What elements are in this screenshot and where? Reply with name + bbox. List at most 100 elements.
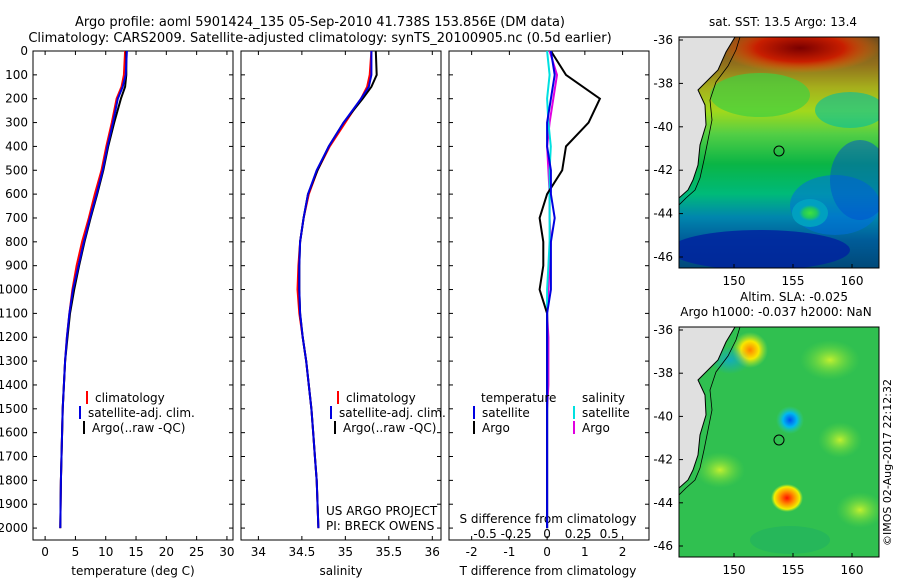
depth-tick-label: 200 bbox=[5, 92, 28, 106]
temperature-panel bbox=[32, 50, 234, 541]
series-line bbox=[298, 51, 373, 529]
depth-tick-label: 1600 bbox=[0, 426, 28, 440]
lon-tick-label: 155 bbox=[782, 274, 805, 288]
s-tick-label: 0.25 bbox=[565, 527, 592, 541]
x-tick-label: 0 bbox=[41, 545, 49, 559]
tdiff-x-axis: -2 -1 0 1 2 bbox=[466, 51, 627, 559]
sst-map-title: sat. SST: 13.5 Argo: 13.4 bbox=[709, 15, 857, 29]
depth-tick-label: 1000 bbox=[0, 283, 28, 297]
legend-argo-label: Argo(..raw -QC) bbox=[343, 421, 436, 435]
x-tick-label: 20 bbox=[159, 545, 174, 559]
sst-map bbox=[679, 37, 879, 268]
depth-tick-label: 800 bbox=[5, 235, 28, 249]
lat-tick-label: -40 bbox=[653, 409, 673, 423]
depth-tick-label: 100 bbox=[5, 68, 28, 82]
s-tick-label: 0 bbox=[543, 527, 551, 541]
depth-tick-label: 400 bbox=[5, 139, 28, 153]
series-line bbox=[59, 51, 128, 529]
series-line bbox=[298, 50, 378, 529]
credit-text: ©IMOS 02-Aug-2017 22:12:32 bbox=[881, 379, 894, 546]
lon-tick-label: 155 bbox=[782, 563, 805, 577]
depth-tick-label: 600 bbox=[5, 187, 28, 201]
argo-location-marker bbox=[773, 145, 785, 157]
x-tick-label: 35.5 bbox=[375, 545, 402, 559]
series-line bbox=[296, 50, 373, 529]
legend-sal-title: salinity bbox=[582, 391, 625, 405]
sla-map bbox=[679, 327, 879, 557]
legend-clim-label: climatology bbox=[95, 391, 165, 405]
depth-tick-label: 1500 bbox=[0, 402, 28, 416]
temperature-x-axis: 0 5 10 15 20 25 30 bbox=[41, 51, 235, 559]
sla-lon-axis: 150 155 160 bbox=[723, 553, 864, 577]
difference-series bbox=[538, 50, 602, 529]
sdiff-x-axis: -0.5 -0.25 0 0.25 0.5 bbox=[473, 527, 618, 541]
sst-lon-axis: 150 155 160 bbox=[723, 264, 864, 288]
series-line bbox=[546, 50, 556, 529]
x-tick-label: -2 bbox=[466, 545, 478, 559]
argo-location-marker bbox=[773, 434, 785, 446]
sla-lat-axis: -36 -38 -40 -42 -44 -46 bbox=[653, 323, 683, 553]
series-line bbox=[59, 50, 127, 529]
depth-tick-label: 0 bbox=[20, 44, 28, 58]
s-tick-label: 0.5 bbox=[600, 527, 619, 541]
project-line2: PI: BRECK OWENS bbox=[326, 519, 434, 533]
lat-tick-label: -40 bbox=[653, 120, 673, 134]
x-tick-label: 0 bbox=[543, 545, 551, 559]
x-tick-label: 5 bbox=[72, 545, 80, 559]
lat-tick-label: -46 bbox=[653, 250, 673, 264]
sla-map-title2: Argo h1000: -0.037 h2000: NaN bbox=[680, 305, 872, 319]
depth-tick-label: 1700 bbox=[0, 450, 28, 464]
legend-temp-title: temperature bbox=[481, 391, 556, 405]
x-tick-label: -1 bbox=[503, 545, 515, 559]
x-tick-label: 34 bbox=[251, 545, 266, 559]
x-tick-label: 35 bbox=[338, 545, 353, 559]
sla-map-title1: Altim. SLA: -0.025 bbox=[740, 290, 848, 304]
lat-tick-label: -44 bbox=[653, 207, 673, 221]
lon-tick-label: 150 bbox=[723, 274, 746, 288]
depth-tick-label: 1400 bbox=[0, 378, 28, 392]
salinity-xlabel: salinity bbox=[319, 564, 362, 578]
salinity-panel bbox=[240, 50, 442, 541]
x-tick-label: 1 bbox=[581, 545, 589, 559]
difference-legend: temperature salinity satellite Argo sate… bbox=[473, 391, 630, 435]
depth-tick-label: 500 bbox=[5, 163, 28, 177]
lat-tick-label: -36 bbox=[653, 33, 673, 47]
lat-tick-label: -46 bbox=[653, 539, 673, 553]
lat-tick-label: -44 bbox=[653, 496, 673, 510]
lat-tick-label: -38 bbox=[653, 76, 673, 90]
x-tick-label: 34.5 bbox=[289, 545, 316, 559]
legend-tsat-label: satellite bbox=[482, 406, 530, 420]
x-tick-label: 10 bbox=[98, 545, 113, 559]
lat-tick-label: -38 bbox=[653, 366, 673, 380]
salinity-x-axis: 34 34.5 35 35.5 36 bbox=[251, 51, 440, 559]
series-line bbox=[59, 50, 128, 529]
legend-targo-label: Argo bbox=[482, 421, 510, 435]
lon-tick-label: 160 bbox=[841, 563, 864, 577]
s-tick-label: -0.5 bbox=[473, 527, 496, 541]
depth-tick-label: 1100 bbox=[0, 306, 28, 320]
depth-tick-label: 300 bbox=[5, 116, 28, 130]
x-tick-label: 2 bbox=[619, 545, 627, 559]
legend-sat-label: satellite-adj. clim. bbox=[88, 406, 195, 420]
x-tick-label: 30 bbox=[219, 545, 234, 559]
header-line2: Climatology: CARS2009. Satellite-adjuste… bbox=[28, 31, 611, 46]
x-tick-label: 36 bbox=[425, 545, 440, 559]
legend-sargo-label: Argo bbox=[582, 421, 610, 435]
depth-tick-label: 1900 bbox=[0, 497, 28, 511]
temperature-xlabel: temperature (deg C) bbox=[71, 564, 194, 578]
tdiff-xlabel: T difference from climatology bbox=[459, 564, 637, 578]
lat-tick-label: -42 bbox=[653, 163, 673, 177]
depth-tick-label: 1200 bbox=[0, 330, 28, 344]
legend-ssat-label: satellite bbox=[582, 406, 630, 420]
depth-axis: 0 100 200 300 400 500 600 700 800 900 1000 1100 1200… bbox=[0, 44, 649, 535]
lon-tick-label: 150 bbox=[723, 563, 746, 577]
lon-tick-label: 160 bbox=[841, 274, 864, 288]
temperature-legend: climatology satellite-adj. clim. Argo(..… bbox=[79, 391, 195, 435]
sst-lat-axis: -36 -38 -40 -42 -44 -46 bbox=[653, 33, 683, 264]
depth-tick-label: 900 bbox=[5, 259, 28, 273]
project-line1: US ARGO PROJECT bbox=[326, 504, 438, 518]
x-tick-label: 25 bbox=[189, 545, 204, 559]
s-tick-label: -0.25 bbox=[501, 527, 532, 541]
depth-tick-label: 1800 bbox=[0, 473, 28, 487]
